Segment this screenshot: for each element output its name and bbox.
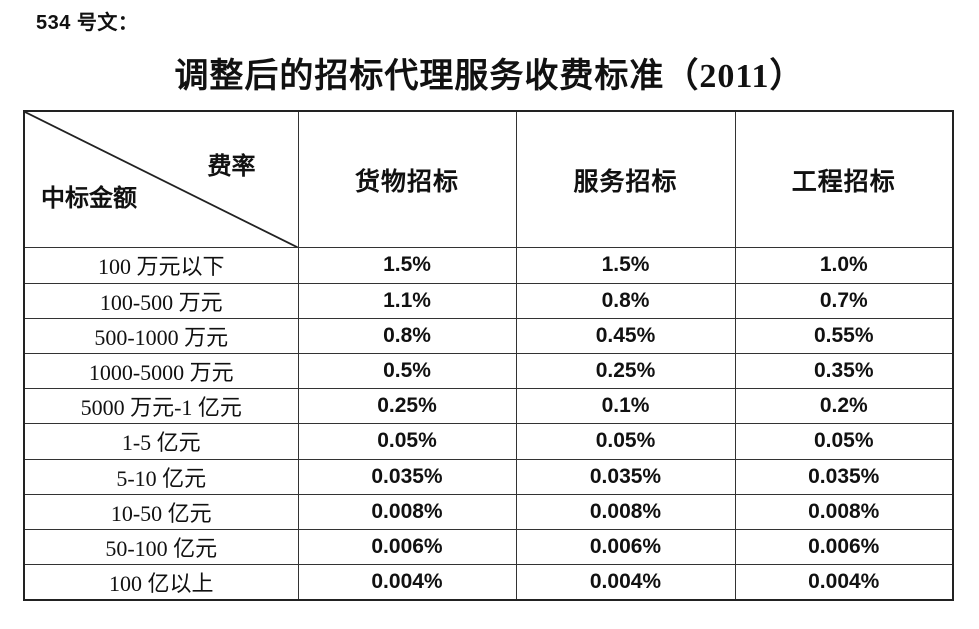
fee-cell: 0.006%: [297, 528, 517, 566]
fee-cell: 0.006%: [734, 528, 954, 566]
column-header-goods: 货物招标: [297, 110, 517, 249]
fee-cell: 0.004%: [515, 564, 736, 601]
fee-cell: 0.1%: [515, 388, 736, 425]
table-row: 5000 万元-1 亿元 0.25% 0.1% 0.2%: [23, 388, 954, 425]
table-row: 100 万元以下 1.5% 1.5% 1.0%: [23, 247, 954, 284]
fee-cell: 0.035%: [734, 458, 954, 495]
fee-cell: 0.008%: [734, 493, 954, 530]
fee-cell: 0.25%: [515, 352, 736, 390]
fee-cell: 0.2%: [734, 388, 954, 425]
fee-cell: 0.008%: [515, 493, 736, 530]
fee-cell: 0.05%: [515, 423, 736, 460]
row-label: 100 亿以上: [23, 564, 299, 601]
row-label: 100 万元以下: [23, 247, 299, 284]
row-label: 10-50 亿元: [23, 493, 299, 530]
page-title: 调整后的招标代理服务收费标准（2011）: [174, 58, 805, 95]
fee-cell: 1.1%: [297, 282, 517, 319]
fee-cell: 0.006%: [515, 528, 736, 566]
table-row: 1000-5000 万元 0.5% 0.25% 0.35%: [23, 352, 954, 390]
fee-cell: 0.035%: [515, 458, 736, 495]
row-label: 5-10 亿元: [23, 458, 299, 495]
table-row: 100-500 万元 1.1% 0.8% 0.7%: [23, 282, 954, 319]
corner-label-amount: 中标金额: [41, 186, 137, 213]
fee-table: 费率 中标金额 货物招标 服务招标 工程招标 100 万元以下 1.5% 1.5…: [23, 110, 954, 601]
fee-cell: 0.035%: [297, 458, 517, 495]
table-row: 100 亿以上 0.004% 0.004% 0.004%: [23, 564, 954, 601]
row-label: 100-500 万元: [23, 282, 299, 319]
corner-label-rate: 费率: [207, 154, 256, 180]
fee-cell: 0.8%: [297, 317, 517, 354]
row-label: 500-1000 万元: [23, 317, 299, 354]
fee-cell: 0.25%: [297, 388, 517, 425]
fee-cell: 0.5%: [297, 352, 517, 390]
table-row: 10-50 亿元 0.008% 0.008% 0.008%: [23, 493, 954, 530]
table-row: 50-100 亿元 0.006% 0.006% 0.006%: [23, 528, 954, 566]
fee-cell: 1.5%: [297, 247, 517, 284]
fee-cell: 1.5%: [515, 247, 736, 284]
row-label: 1000-5000 万元: [23, 352, 299, 390]
table-row: 1-5 亿元 0.05% 0.05% 0.05%: [23, 423, 954, 460]
fee-cell: 0.05%: [734, 423, 954, 460]
fee-cell: 0.004%: [734, 564, 954, 601]
fee-cell: 0.008%: [297, 493, 517, 530]
row-label: 5000 万元-1 亿元: [23, 388, 299, 425]
table-row: 5-10 亿元 0.035% 0.035% 0.035%: [23, 458, 954, 495]
table-row: 500-1000 万元 0.8% 0.45% 0.55%: [23, 317, 954, 354]
column-header-engineering: 工程招标: [734, 110, 954, 249]
fee-cell: 0.8%: [515, 282, 736, 319]
table-header-row: 费率 中标金额 货物招标 服务招标 工程招标: [23, 110, 954, 249]
row-label: 50-100 亿元: [23, 528, 299, 566]
fee-cell: 0.55%: [734, 317, 954, 354]
fee-cell: 0.7%: [734, 282, 954, 319]
corner-header-cell: 费率 中标金额: [23, 110, 299, 249]
column-header-services: 服务招标: [515, 110, 736, 249]
fee-cell: 0.45%: [515, 317, 736, 354]
fee-cell: 0.05%: [297, 423, 517, 460]
fee-cell: 0.35%: [734, 352, 954, 390]
doc-number: 534 号文：: [36, 12, 139, 34]
fee-cell: 0.004%: [297, 564, 517, 601]
diagonal-line: [25, 112, 298, 247]
fee-cell: 1.0%: [734, 247, 954, 284]
row-label: 1-5 亿元: [23, 423, 299, 460]
